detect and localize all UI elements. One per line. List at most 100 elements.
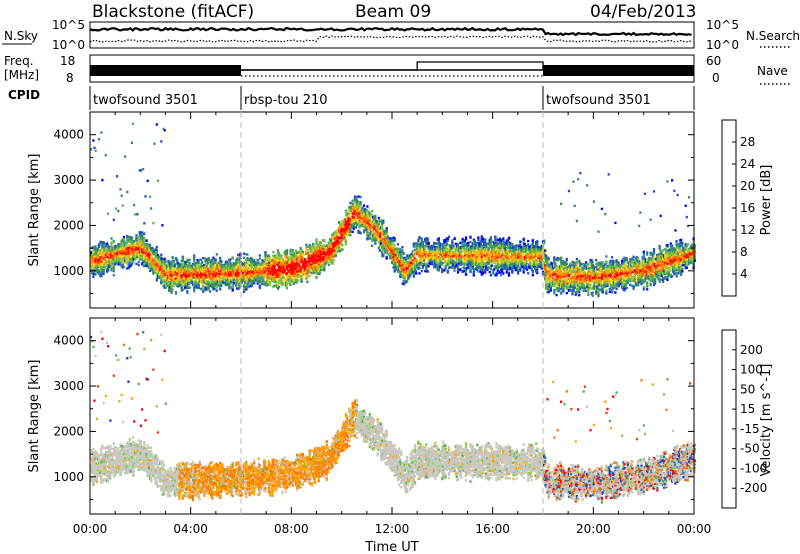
echo-cell: [104, 245, 107, 248]
echo-cell: [102, 246, 105, 249]
echo-cell: [327, 257, 330, 260]
echo-cell: [387, 239, 390, 242]
echo-cell: [339, 237, 342, 240]
echo-cell: [146, 248, 149, 252]
echo-cell: [108, 248, 111, 252]
echo-cell: [168, 288, 171, 291]
echo-cell: [384, 229, 387, 233]
echo-cell: [378, 244, 381, 248]
echo-cell: [109, 249, 112, 252]
beam-label: Beam 09: [355, 2, 431, 22]
echo-cell: [198, 269, 201, 273]
echo-cell: [249, 270, 252, 273]
echo-cell: [91, 257, 94, 261]
echo-cell: [100, 267, 103, 270]
echo-cell: [153, 264, 156, 267]
echo-cell: [315, 276, 318, 279]
echo-cell: [111, 258, 114, 262]
echo-cell: [215, 266, 218, 269]
echo-cell: [300, 274, 303, 277]
echo-cell: [112, 251, 115, 254]
echo-cell: [334, 233, 337, 236]
echo-cell: [377, 216, 380, 220]
echo-cell: [174, 280, 178, 283]
echo-cell: [104, 253, 107, 257]
echo-cell: [334, 241, 337, 244]
echo-cell: [213, 268, 216, 271]
echo-cell: [391, 239, 394, 242]
echo-cell: [329, 250, 332, 253]
echo-cell: [276, 272, 280, 275]
echo-cell: [293, 265, 296, 268]
echo-cell: [298, 272, 301, 276]
echo-cell: [91, 264, 94, 268]
freq-alternating-block: [543, 65, 694, 76]
echo-cell: [168, 285, 171, 288]
echo-cell: [146, 261, 149, 264]
echo-cell: [138, 255, 141, 258]
echo-cell: [92, 251, 95, 254]
echo-cell: [222, 265, 225, 268]
echo-cell: [207, 257, 210, 260]
echo-cell: [157, 269, 161, 272]
echo-cell: [126, 235, 129, 238]
echo-cell: [331, 243, 334, 246]
echo-cell: [138, 249, 141, 252]
echo-cell: [251, 282, 255, 285]
echo-cell: [368, 211, 371, 215]
echo-cell: [272, 273, 275, 276]
echo-cell: [385, 229, 388, 232]
echo-cell: [143, 248, 146, 251]
echo-cell: [275, 271, 278, 274]
echo-cell: [172, 280, 175, 283]
echo-cell: [231, 257, 234, 260]
echo-cell: [178, 277, 181, 280]
echo-cell: [256, 282, 259, 285]
echo-cell: [185, 268, 188, 272]
echo-cell: [94, 272, 97, 276]
echo-cell: [194, 282, 197, 285]
echo-cell: [210, 260, 213, 264]
echo-cell: [230, 279, 233, 282]
echo-cell: [104, 263, 107, 267]
echo-cell: [172, 284, 175, 287]
echo-cell: [150, 250, 153, 253]
echo-cell: [281, 280, 284, 284]
echo-cell: [233, 270, 236, 274]
echo-cell: [248, 264, 251, 267]
echo-cell: [296, 279, 299, 282]
echo-cell: [307, 257, 310, 260]
echo-cell: [240, 262, 243, 265]
echo-cell: [275, 285, 278, 288]
echo-cell: [300, 256, 303, 259]
echo-cell: [101, 269, 104, 272]
echo-cell: [153, 259, 156, 262]
echo-cell: [198, 275, 201, 278]
echo-cell: [116, 250, 119, 254]
echo-cell: [249, 257, 252, 260]
echo-cell: [232, 261, 235, 265]
echo-cell: [160, 256, 163, 259]
echo-cell: [189, 269, 192, 272]
echo-cell: [91, 253, 94, 257]
echo-cell: [282, 259, 285, 263]
echo-cell: [275, 257, 278, 260]
echo-cell: [349, 230, 352, 234]
echo-cell: [107, 256, 110, 259]
echo-cell: [155, 269, 158, 273]
echo-cell: [90, 148, 93, 151]
echo-cell: [240, 281, 243, 284]
echo-cell: [261, 282, 264, 286]
echo-cell: [223, 266, 226, 269]
echo-cell: [171, 270, 174, 273]
freq-left-tick-top: 18: [60, 54, 75, 68]
echo-cell: [283, 278, 286, 281]
echo-cell: [194, 279, 197, 283]
echo-cell: [215, 277, 218, 280]
echo-cell: [377, 232, 380, 236]
echo-cell: [122, 259, 125, 263]
echo-cell: [194, 286, 197, 289]
echo-cell: [135, 262, 138, 265]
echo-cell: [112, 218, 115, 221]
echo-cell: [143, 239, 146, 242]
